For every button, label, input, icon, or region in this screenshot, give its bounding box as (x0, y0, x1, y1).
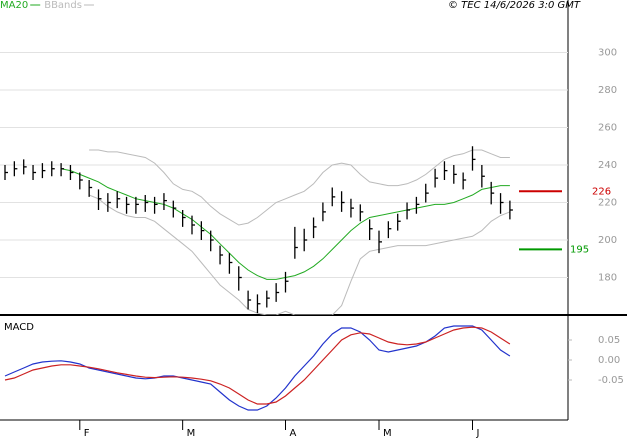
y-tick-label: 220 (598, 198, 617, 209)
ma-line (61, 168, 510, 280)
level-label: 226 (592, 186, 611, 197)
y-tick-label: 180 (598, 273, 617, 284)
y-tick-label: 0.00 (598, 355, 620, 366)
credit: © TEC 14/6/2026 3:0 GMT (448, 0, 581, 11)
legend-label: BBands (44, 0, 82, 11)
y-tick-label: -0.05 (598, 375, 624, 386)
x-tick-label: J (476, 428, 480, 439)
x-tick-label: M (187, 428, 196, 439)
y-tick-label: 260 (598, 123, 617, 134)
plot-area (4, 325, 511, 411)
y-tick-label: 300 (598, 48, 617, 59)
legend-label: MA20 (0, 0, 28, 11)
y-tick-label: 280 (598, 85, 617, 96)
band-line (88, 194, 511, 315)
x-tick-label: M (383, 428, 392, 439)
level-label: 195 (570, 244, 589, 255)
y-tick-label: 240 (598, 160, 617, 171)
plot-area (0, 52, 568, 315)
band-line (89, 149, 510, 226)
x-tick-label: F (84, 428, 90, 439)
x-tick-label: A (290, 428, 297, 439)
y-tick-label: 200 (598, 235, 617, 246)
panel-title: MACD (4, 322, 34, 333)
y-tick-label: 0.05 (598, 335, 620, 346)
macd-line (4, 326, 511, 405)
